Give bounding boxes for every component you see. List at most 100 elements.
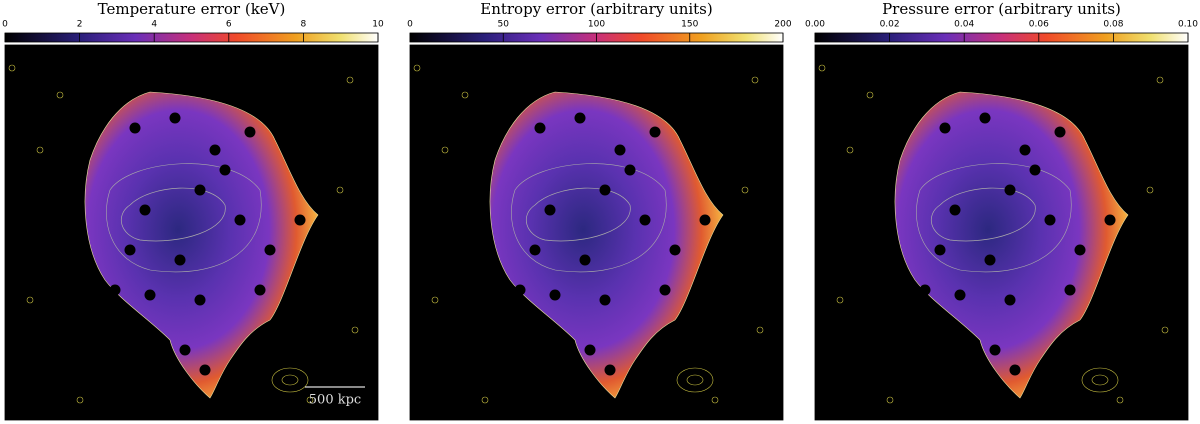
image-panel: 500 kpc: [4, 44, 379, 421]
colorbar-tick-label: 0.04: [954, 20, 974, 30]
masked-source: [294, 214, 306, 226]
source-contour: [846, 146, 854, 154]
source-contour: [281, 374, 299, 386]
image-frame: [4, 44, 379, 421]
source-contour: [271, 367, 309, 393]
source-contour: [481, 396, 489, 404]
source-contour: [76, 396, 84, 404]
source-contour: [751, 76, 759, 84]
masked-source: [584, 344, 596, 356]
source-contour: [461, 91, 469, 99]
masked-source: [1074, 244, 1086, 256]
source-contour: [741, 186, 749, 194]
colorbar-tick-label: 0.06: [1029, 20, 1049, 30]
source-contour: [711, 396, 719, 404]
contour: [120, 187, 226, 242]
masked-source: [579, 254, 591, 266]
colorbar-tick-label: 100: [588, 20, 605, 30]
masked-source: [264, 244, 276, 256]
source-contour: [336, 186, 344, 194]
masked-source: [194, 294, 206, 306]
masked-source: [1029, 164, 1041, 176]
image-frame: [814, 44, 1189, 421]
colorbar-tick-label: 2: [77, 20, 83, 30]
masked-source: [194, 184, 206, 196]
masked-source: [659, 284, 671, 296]
masked-source: [514, 284, 526, 296]
masked-source: [919, 284, 931, 296]
masked-source: [639, 214, 651, 226]
masked-source: [1004, 294, 1016, 306]
masked-source: [529, 244, 541, 256]
masked-source: [174, 254, 186, 266]
masked-source: [699, 214, 711, 226]
masked-source: [574, 112, 586, 124]
colorbar-tick-label: 0: [2, 20, 8, 30]
contour: [525, 187, 631, 242]
masked-source: [124, 244, 136, 256]
masked-source: [984, 254, 996, 266]
colorbar-tick-label: 8: [301, 20, 307, 30]
colorbar-tick-label: 4: [151, 20, 157, 30]
source-contour: [1161, 326, 1169, 334]
masked-source: [939, 122, 951, 134]
colorbar-tick-label: 0: [407, 20, 413, 30]
contour: [916, 163, 1072, 273]
colorbar-tick-label: 0.10: [1178, 20, 1198, 30]
contour: [511, 163, 667, 273]
masked-source: [144, 289, 156, 301]
source-contour: [686, 374, 704, 386]
masked-source: [934, 244, 946, 256]
masked-source: [1004, 184, 1016, 196]
image-panel: [409, 44, 784, 421]
map: [8, 64, 359, 404]
contour: [106, 163, 262, 273]
masked-source: [1104, 214, 1116, 226]
masked-source: [234, 214, 246, 226]
map: [818, 64, 1169, 404]
masked-source: [979, 112, 991, 124]
masked-source: [989, 344, 1001, 356]
masked-source: [199, 364, 211, 376]
image-panel: [814, 44, 1189, 421]
masked-source: [1054, 126, 1066, 138]
colorbar-tick-label: 0.02: [880, 20, 900, 30]
colorbar: [814, 32, 1189, 43]
masked-source: [1019, 144, 1031, 156]
source-contour: [346, 76, 354, 84]
colorbar-tick-label: 200: [774, 20, 791, 30]
source-contour: [56, 91, 64, 99]
emission-region: [84, 91, 319, 399]
source-contour: [1081, 367, 1119, 393]
source-contour: [866, 91, 874, 99]
masked-source: [544, 204, 556, 216]
masked-source: [1009, 364, 1021, 376]
map: [413, 64, 764, 404]
source-contour: [26, 296, 34, 304]
masked-source: [949, 204, 961, 216]
source-contour: [306, 396, 314, 404]
masked-source: [1064, 284, 1076, 296]
panel-title: Temperature error (keV): [98, 0, 286, 18]
source-contour: [413, 64, 421, 72]
masked-source: [614, 144, 626, 156]
source-contour: [1116, 396, 1124, 404]
masked-source: [604, 364, 616, 376]
source-contour: [36, 146, 44, 154]
source-contour: [1091, 374, 1109, 386]
colorbar-tick-label: 0.00: [805, 20, 825, 30]
masked-source: [624, 164, 636, 176]
masked-source: [179, 344, 191, 356]
masked-source: [209, 144, 221, 156]
contour: [930, 187, 1036, 242]
masked-source: [534, 122, 546, 134]
masked-source: [129, 122, 141, 134]
colorbar-tick-label: 150: [681, 20, 698, 30]
masked-source: [549, 289, 561, 301]
masked-source: [139, 204, 151, 216]
colorbar-tick-label: 6: [226, 20, 232, 30]
source-contour: [818, 64, 826, 72]
masked-source: [669, 244, 681, 256]
source-contour: [756, 326, 764, 334]
